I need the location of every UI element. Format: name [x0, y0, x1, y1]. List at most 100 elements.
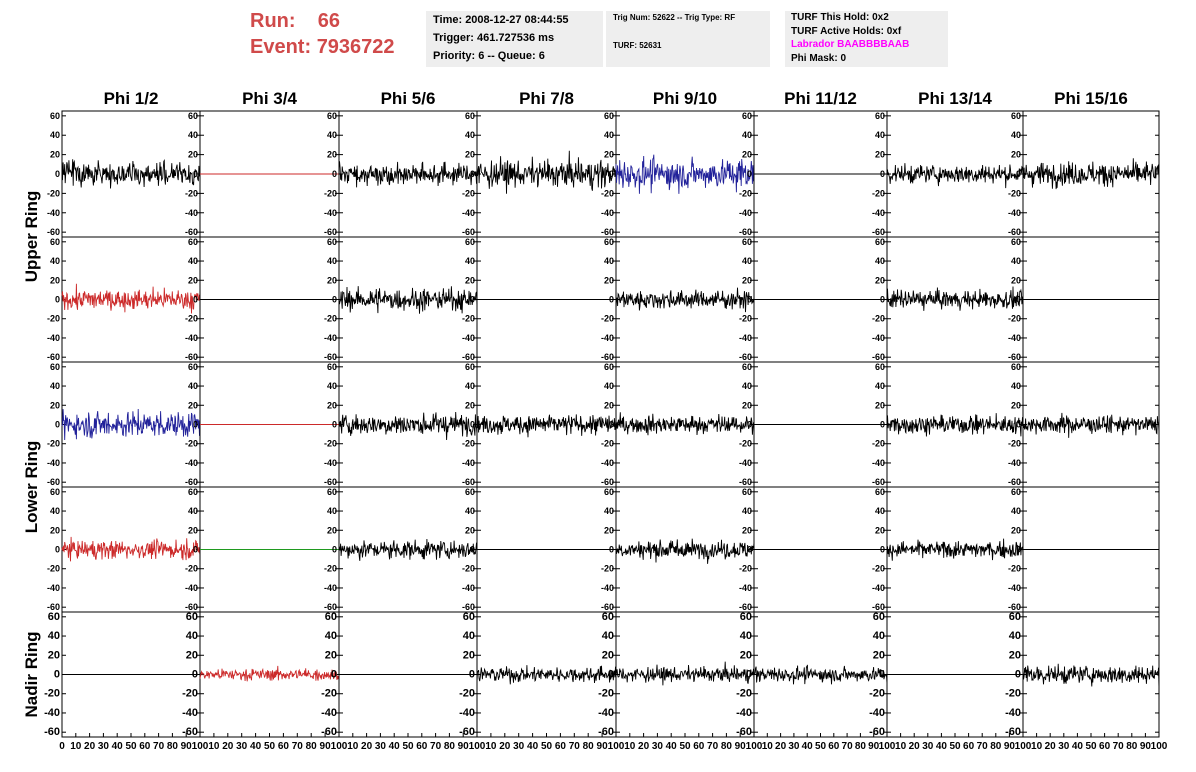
- x-tick-label: 80: [306, 741, 318, 752]
- y-tick-label: 40: [188, 381, 198, 391]
- y-tick-label: -40: [1008, 583, 1021, 593]
- x-tick-label: 10: [208, 741, 220, 752]
- waveform-r1-c5: [615, 154, 755, 194]
- y-tick-label: 0: [193, 169, 198, 179]
- waveform-r3-c8: [1022, 412, 1160, 438]
- waveform-r1-c4: [476, 150, 617, 194]
- y-tick-label: 40: [325, 630, 337, 642]
- y-tick-label: 40: [48, 630, 60, 642]
- waveform-r3-c5: [615, 412, 755, 436]
- y-tick-label: 40: [50, 381, 60, 391]
- x-tick-label: 50: [264, 741, 276, 752]
- y-tick-label: 20: [604, 275, 614, 285]
- x-tick-label: 90: [1004, 741, 1016, 752]
- x-tick-label: 70: [153, 741, 165, 752]
- y-tick-label: 20: [186, 649, 198, 661]
- y-tick-label: -20: [47, 564, 60, 574]
- y-tick-label: 20: [465, 525, 475, 535]
- y-tick-label: 40: [327, 256, 337, 266]
- y-tick-label: 20: [325, 649, 337, 661]
- y-tick-label: 60: [875, 111, 885, 121]
- turf-num-text: TURF: 52631: [613, 41, 662, 50]
- y-tick-label: 40: [604, 381, 614, 391]
- y-tick-label: -20: [462, 439, 475, 449]
- y-tick-label: 40: [1011, 506, 1021, 516]
- y-tick-label: -20: [182, 688, 198, 700]
- y-tick-label: -20: [44, 688, 60, 700]
- event-line: Event: 7936722: [250, 34, 415, 60]
- y-tick-label: -40: [324, 458, 337, 468]
- column-header-8: Phi 15/16: [1054, 89, 1128, 108]
- y-tick-label: -60: [739, 227, 752, 237]
- y-tick-label: -20: [324, 439, 337, 449]
- y-tick-label: 40: [740, 630, 752, 642]
- turf-info-box: TURF This Hold: 0x2 TURF Active Holds: 0…: [785, 11, 948, 67]
- y-tick-label: 60: [1011, 487, 1021, 497]
- y-tick-label: 40: [188, 256, 198, 266]
- waveform-r1-c1: [61, 158, 201, 189]
- y-tick-label: 60: [875, 487, 885, 497]
- y-tick-label: 40: [188, 506, 198, 516]
- y-tick-label: 40: [327, 130, 337, 140]
- y-tick-label: -40: [47, 458, 60, 468]
- x-tick-label: 50: [679, 741, 691, 752]
- y-tick-label: 0: [193, 420, 198, 430]
- waveform-r1-c7: [886, 163, 1024, 189]
- y-tick-label: -60: [1008, 602, 1021, 612]
- y-tick-label: 0: [1016, 295, 1021, 305]
- y-tick-label: -60: [44, 726, 60, 738]
- y-tick-label: -60: [739, 477, 752, 487]
- x-tick-label: 20: [222, 741, 234, 752]
- y-tick-label: -20: [1005, 688, 1021, 700]
- y-tick-label: -60: [324, 227, 337, 237]
- y-tick-label: 60: [740, 611, 752, 623]
- y-tick-label: 60: [604, 237, 614, 247]
- y-tick-label: 0: [879, 669, 885, 681]
- y-tick-label: 60: [186, 611, 198, 623]
- column-header-4: Phi 7/8: [519, 89, 574, 108]
- y-tick-label: -40: [598, 707, 614, 719]
- y-tick-label: -20: [1008, 314, 1021, 324]
- y-tick-label: -20: [739, 188, 752, 198]
- panel-frame-r4-c3: [338, 486, 478, 613]
- x-tick-label: 100: [192, 741, 209, 752]
- y-tick-label: 20: [50, 150, 60, 160]
- x-tick-label: 70: [292, 741, 304, 752]
- y-tick-label: 20: [463, 649, 475, 661]
- x-tick-label: 60: [555, 741, 567, 752]
- x-tick-label: 10: [70, 741, 82, 752]
- y-tick-label: 40: [1011, 381, 1021, 391]
- x-tick-label: 30: [922, 741, 934, 752]
- y-tick-label: -20: [736, 688, 752, 700]
- x-tick-label: 30: [788, 741, 800, 752]
- x-tick-label: 20: [499, 741, 511, 752]
- x-tick-label: 20: [638, 741, 650, 752]
- y-tick-label: 0: [609, 420, 614, 430]
- y-tick-label: -40: [459, 707, 475, 719]
- y-tick-label: -60: [598, 726, 614, 738]
- y-tick-label: 0: [192, 669, 198, 681]
- y-tick-label: 60: [188, 237, 198, 247]
- x-tick-label: 30: [375, 741, 387, 752]
- y-tick-label: 60: [873, 611, 885, 623]
- y-tick-label: 0: [470, 545, 475, 555]
- column-header-6: Phi 11/12: [784, 89, 857, 108]
- event-value: 7936722: [316, 36, 395, 58]
- y-tick-label: 20: [875, 525, 885, 535]
- y-tick-label: -60: [739, 602, 752, 612]
- y-tick-label: -60: [47, 352, 60, 362]
- y-tick-label: -40: [462, 333, 475, 343]
- y-tick-label: 60: [50, 237, 60, 247]
- y-tick-label: -20: [462, 564, 475, 574]
- x-tick-label: 40: [936, 741, 948, 752]
- waveform-r2-c3: [338, 286, 478, 314]
- x-tick-label: 80: [855, 741, 867, 752]
- y-tick-label: -40: [601, 458, 614, 468]
- y-tick-label: -60: [601, 227, 614, 237]
- y-tick-label: -20: [185, 314, 198, 324]
- turf-active-holds: TURF Active Holds: 0xf: [791, 26, 902, 37]
- x-tick-label: 70: [430, 741, 442, 752]
- y-tick-label: 20: [327, 525, 337, 535]
- y-tick-label: -40: [872, 208, 885, 218]
- y-tick-label: -60: [324, 602, 337, 612]
